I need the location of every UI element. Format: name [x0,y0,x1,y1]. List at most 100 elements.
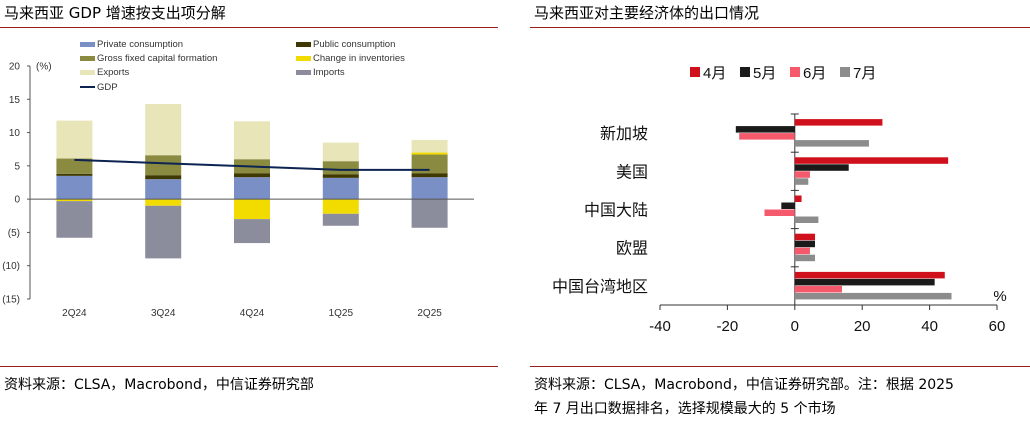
x-category-label: 4Q24 [240,308,265,319]
stacked-bar-segment [322,174,359,178]
stacked-bar-segment [411,152,448,155]
y-tick-label: 5 [14,161,20,172]
stacked-bar-segment [234,219,270,244]
stacked-bar-segment [145,155,182,176]
export-bar [739,133,795,140]
y-tick-label: 10 [9,128,21,139]
export-bar [794,278,935,286]
legend-swatch [80,70,95,75]
export-bar [794,195,802,202]
x-category-label: 2Q24 [62,308,87,319]
legend-swatch [296,42,311,47]
gdp-line [74,158,430,171]
legend-label: GDP [97,82,118,93]
stacked-bar-segment [145,103,182,156]
x-tick-label: 60 [989,318,1006,335]
stacked-bar-segment [322,177,359,200]
legend-label: Exports [97,67,129,78]
legend-swatch [790,67,800,77]
legend-swatch [690,67,700,77]
legend-label: Public consumption [313,39,395,50]
legend-label: 7月 [853,65,876,82]
y-tick-label: 15 [9,95,21,106]
gdp-contribution-chart: 20 15 10 5 0 (5) (10) (15) (%) 2Q24 3Q24 4Q24 1Q25 2Q… [2,39,474,319]
x-tick-label: 40 [921,318,938,335]
x-tick-label: -20 [717,318,739,335]
left-chart-title: 马来西亚 GDP 增速按支出项分解 [4,4,226,22]
stacked-bar-segment [56,201,93,238]
y-tick-label: 0 [14,195,20,206]
legend-label: Imports [313,67,345,78]
x-tick-label: 20 [854,318,871,335]
stacked-bar-segment [322,142,359,162]
export-bar [735,126,795,133]
export-bar [794,216,819,223]
export-bar [794,247,810,255]
stacked-bar-segment [234,177,270,200]
x-category-label: 3Q24 [151,308,176,319]
stacked-bar-segment [234,121,270,160]
stacked-bar-segment [145,175,182,180]
y-tick-label: 20 [9,62,21,73]
legend-label: Gross fixed capital formation [97,53,217,64]
left-panel: 马来西亚 GDP 增速按支出项分解 20 15 10 5 0 (5) (10) (15) (%)… [0,0,498,423]
legend-swatch [296,70,311,75]
export-bar [781,202,795,209]
export-bar [794,171,810,178]
export-bar [794,157,949,164]
export-bar [794,271,945,279]
legend-label: 5月 [753,65,776,82]
right-chart-title: 马来西亚对主要经济体的出口情况 [534,4,760,22]
legend-swatch [80,56,95,61]
export-bar [794,178,809,185]
right-title-rule [530,27,1030,28]
y-tick-label: (15) [2,295,20,306]
category-label: 新加坡 [600,125,648,143]
category-label: 中国大陆 [584,202,648,220]
export-bar [794,233,816,241]
y-tick-label: (10) [2,261,20,272]
legend-swatch [840,67,850,77]
stacked-bar-segment [56,173,93,176]
legend-label: Private consumption [97,39,183,50]
legend-label: 6月 [803,65,826,82]
stacked-bar-segment [234,199,270,220]
x-tick-label: -40 [649,318,671,335]
x-tick-label: 0 [791,318,799,335]
legend-swatch [80,42,95,47]
category-label: 中国台湾地区 [552,278,648,296]
left-source-note: 资料来源：CLSA，Macrobond，中信证券研究部 [4,377,314,393]
legend-label: Change in inventories [313,53,405,64]
left-source-rule [0,366,498,367]
y-unit-label: (%) [36,62,52,73]
x-unit-label: % [993,288,1006,305]
stacked-bar-segment [56,175,93,200]
stacked-bar-segment [411,139,448,153]
y-tick-label: (5) [8,228,20,239]
stacked-bar-segment [145,199,182,206]
export-bar [764,209,795,216]
export-bar [794,140,869,147]
left-title-rule [0,27,498,28]
export-bar [794,285,842,293]
right-source-rule [530,366,1030,367]
right-panel: 马来西亚对主要经济体的出口情况 -40 -20 0 20 40 60% 新加坡美国中国大陆欧… [530,0,1030,423]
stacked-bar-segment [56,158,93,174]
export-bar [794,119,883,126]
stacked-bar-segment [56,199,93,202]
stacked-bar-segment [56,120,93,159]
right-source-note-line2: 年 7 月出口数据排名，选择规模最大的 5 个市场 [534,401,836,417]
stacked-bar-segment [322,161,359,175]
stacked-bar-segment [322,199,359,214]
x-category-label: 2Q25 [417,308,442,319]
stacked-bar-segment [234,173,270,178]
legend-label: 4月 [703,65,726,82]
category-label: 欧盟 [616,240,648,258]
stacked-bar-segment [411,154,448,174]
category-label: 美国 [616,163,648,181]
stacked-bar-segment [145,179,182,200]
legend-swatch [740,67,750,77]
export-bar [794,240,816,248]
x-category-label: 1Q25 [329,308,354,319]
export-bar [794,164,849,171]
